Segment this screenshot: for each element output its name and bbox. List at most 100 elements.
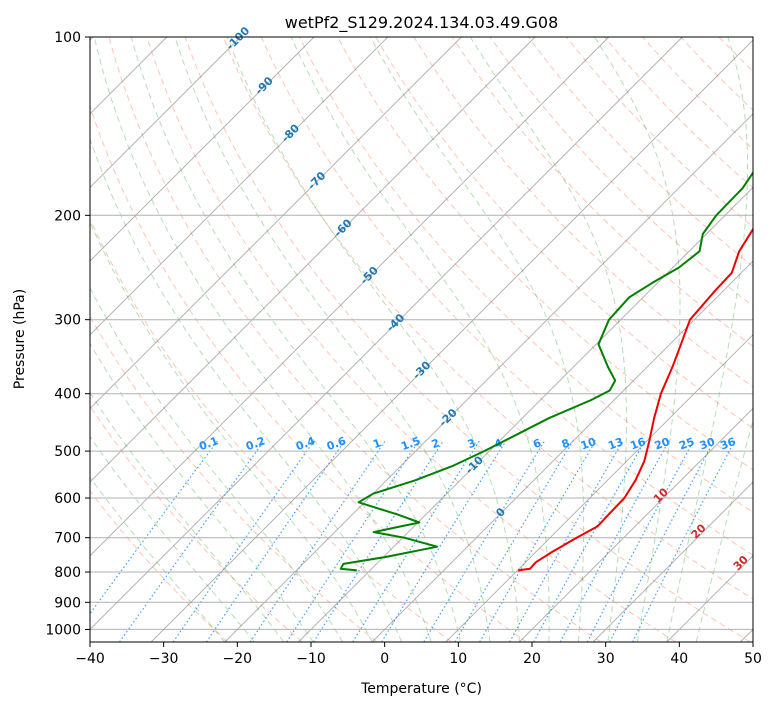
mixing-ratio-label: 1 — [371, 436, 383, 451]
dry-adiabat-line — [489, 37, 753, 307]
x-axis-label: Temperature (°C) — [360, 681, 482, 697]
x-tick-label: 10 — [449, 651, 467, 667]
moist-adiabat-line — [90, 342, 314, 642]
mixing-ratio-label: 0.6 — [325, 434, 348, 453]
sounding-profiles — [339, 170, 753, 572]
isotherm-line — [90, 37, 683, 631]
mixing-ratio-line — [172, 440, 315, 642]
x-tick-label: −20 — [223, 651, 253, 667]
moist-adiabat-line — [93, 37, 432, 642]
mixing-ratio-line — [559, 440, 670, 642]
x-tick-label: 40 — [670, 651, 688, 667]
dry-adiabat-line — [108, 37, 602, 642]
isotherm-line — [150, 39, 753, 642]
y-tick-label: 500 — [54, 444, 81, 460]
isotherm-line — [90, 37, 536, 483]
dry-adiabat-line — [90, 490, 228, 642]
moist-adiabat-line — [174, 37, 491, 642]
isotherm-line — [90, 37, 389, 336]
dry-adiabat-line — [184, 37, 751, 642]
y-tick-label: 600 — [54, 491, 81, 507]
y-tick-label: 1000 — [45, 622, 81, 638]
moist-adiabat-line — [130, 37, 461, 642]
dry-adiabat-line — [90, 315, 378, 642]
x-tick-label: 30 — [597, 651, 615, 667]
moist-adiabat-line — [290, 37, 550, 642]
moist-adiabat-line — [90, 286, 344, 642]
mixing-ratio-label: 25 — [677, 435, 696, 452]
moist-adiabat-line — [594, 37, 681, 642]
mixing-ratio-line — [533, 440, 646, 642]
isotherm-line — [445, 334, 753, 642]
dry-adiabat-line — [146, 37, 676, 642]
mixing-ratio-label: 30 — [698, 435, 717, 453]
moist-adiabat-line — [90, 435, 255, 642]
mixing-ratio-label: 36 — [719, 435, 738, 453]
isotherm-line — [371, 260, 753, 642]
isotherm-line — [592, 481, 753, 642]
mixing-ratio-line — [423, 440, 546, 642]
x-tick-label: −30 — [149, 651, 179, 667]
axis-ticks: −40 −30 −20 −10 0 10 20 30 40 5010020030040050060… — [45, 30, 762, 667]
dewpoint-line — [339, 170, 753, 572]
mixing-ratio-line — [352, 440, 481, 642]
mixing-ratio-label: 0.1 — [197, 434, 220, 453]
dry-adiabat-line — [260, 37, 753, 556]
chart-title: wetPf2_S129.2024.134.03.49.G08 — [285, 13, 559, 33]
mixing-ratio-label: 16 — [628, 435, 647, 453]
moist-adiabat-line — [370, 37, 585, 642]
x-tick-label: 0 — [380, 651, 389, 667]
dry-adiabat-line — [375, 37, 753, 429]
isotherm-line — [90, 37, 315, 262]
x-tick-label: −40 — [75, 651, 105, 667]
mixing-ratio-label: 10 — [579, 435, 598, 453]
mixing-ratio-line — [286, 440, 420, 642]
dry-adiabat-line — [222, 37, 753, 600]
y-tick-label: 200 — [54, 208, 81, 224]
mixing-ratio-label: 20 — [653, 435, 672, 453]
y-tick-label: 300 — [54, 313, 81, 329]
mixing-ratio-label: 0.2 — [244, 434, 267, 453]
mixing-ratio-label: 1.5 — [399, 434, 422, 453]
isotherm-line — [519, 407, 753, 642]
mixing-ratio-line — [90, 440, 219, 615]
moist-adiabat-line — [90, 137, 403, 642]
isotherm-line — [90, 37, 462, 410]
mixing-ratio-line — [249, 440, 386, 642]
y-tick-label: 100 — [54, 30, 81, 46]
y-axis-label: Pressure (hPa) — [12, 289, 28, 389]
dry-adiabat-line — [451, 37, 753, 348]
mixing-ratio-label: 13 — [606, 435, 625, 452]
isotherm-line — [90, 37, 610, 557]
moist-adiabat-line — [695, 418, 753, 642]
mixing-ratio-label: 6 — [531, 436, 543, 451]
moist-adiabat-line — [90, 220, 373, 642]
mixing-ratio-label: 3 — [466, 436, 478, 451]
dry-adiabat-line — [90, 105, 527, 642]
dry-adiabat-line — [90, 404, 303, 642]
mixing-ratio-line — [509, 440, 624, 642]
mixing-ratio-label: 0.4 — [294, 434, 317, 453]
moist-adiabat-line — [469, 37, 627, 642]
mixing-ratio-label: 8 — [560, 436, 572, 451]
mixing-ratio-line — [479, 440, 597, 642]
y-tick-label: 900 — [54, 595, 81, 611]
plot-frame — [89, 36, 754, 643]
y-tick-label: 700 — [54, 531, 81, 547]
temperature-line — [517, 227, 753, 572]
x-tick-label: 50 — [744, 651, 762, 667]
x-tick-label: 20 — [523, 651, 541, 667]
mixing-ratio-label: 2 — [430, 436, 442, 451]
background-lines — [90, 37, 753, 642]
moist-adiabat-line — [226, 37, 520, 642]
y-tick-label: 400 — [54, 387, 81, 403]
mixing-ratio-line — [381, 440, 507, 642]
x-tick-label: −10 — [296, 651, 326, 667]
mixing-ratio-line — [454, 440, 574, 642]
dry-adiabat-line — [90, 217, 452, 642]
isotherm-line — [224, 113, 753, 642]
dry-adiabat-line — [337, 37, 753, 471]
isotherm-line — [90, 37, 241, 189]
